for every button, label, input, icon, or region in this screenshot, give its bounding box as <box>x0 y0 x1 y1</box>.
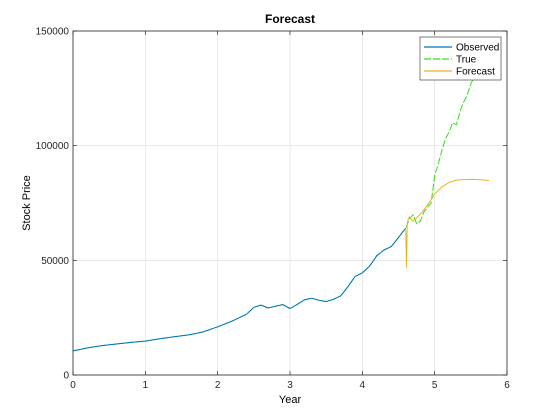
x-tick-label: 4 <box>360 380 366 391</box>
y-tick-label: 0 <box>63 371 69 382</box>
legend: Observed True Forecast <box>419 36 502 81</box>
chart-title: Forecast <box>265 12 315 26</box>
y-tick-label: 150000 <box>36 27 70 38</box>
x-tick-label: 0 <box>70 380 76 391</box>
y-tick-label: 100000 <box>36 141 70 152</box>
series-line-observed <box>72 227 407 352</box>
ticks-layer: 0 1 2 3 4 5 6 0 50000 100000 150000 <box>36 27 511 392</box>
x-tick-label: 3 <box>287 380 293 391</box>
x-tick-label: 1 <box>143 380 149 391</box>
legend-box <box>419 36 502 81</box>
legend-label-forecast: Forecast <box>456 67 495 78</box>
y-tick-label: 50000 <box>41 256 69 267</box>
x-axis-label: Year <box>279 394 302 406</box>
x-tick-label: 5 <box>432 380 438 391</box>
x-tick-label: 2 <box>215 380 221 391</box>
legend-label-observed: Observed <box>456 43 499 54</box>
legend-label-true: True <box>456 55 477 66</box>
series-layer <box>72 74 489 352</box>
y-axis-label: Stock Price <box>21 175 33 231</box>
series-line-forecast <box>405 178 489 268</box>
x-tick-label: 6 <box>504 380 510 391</box>
